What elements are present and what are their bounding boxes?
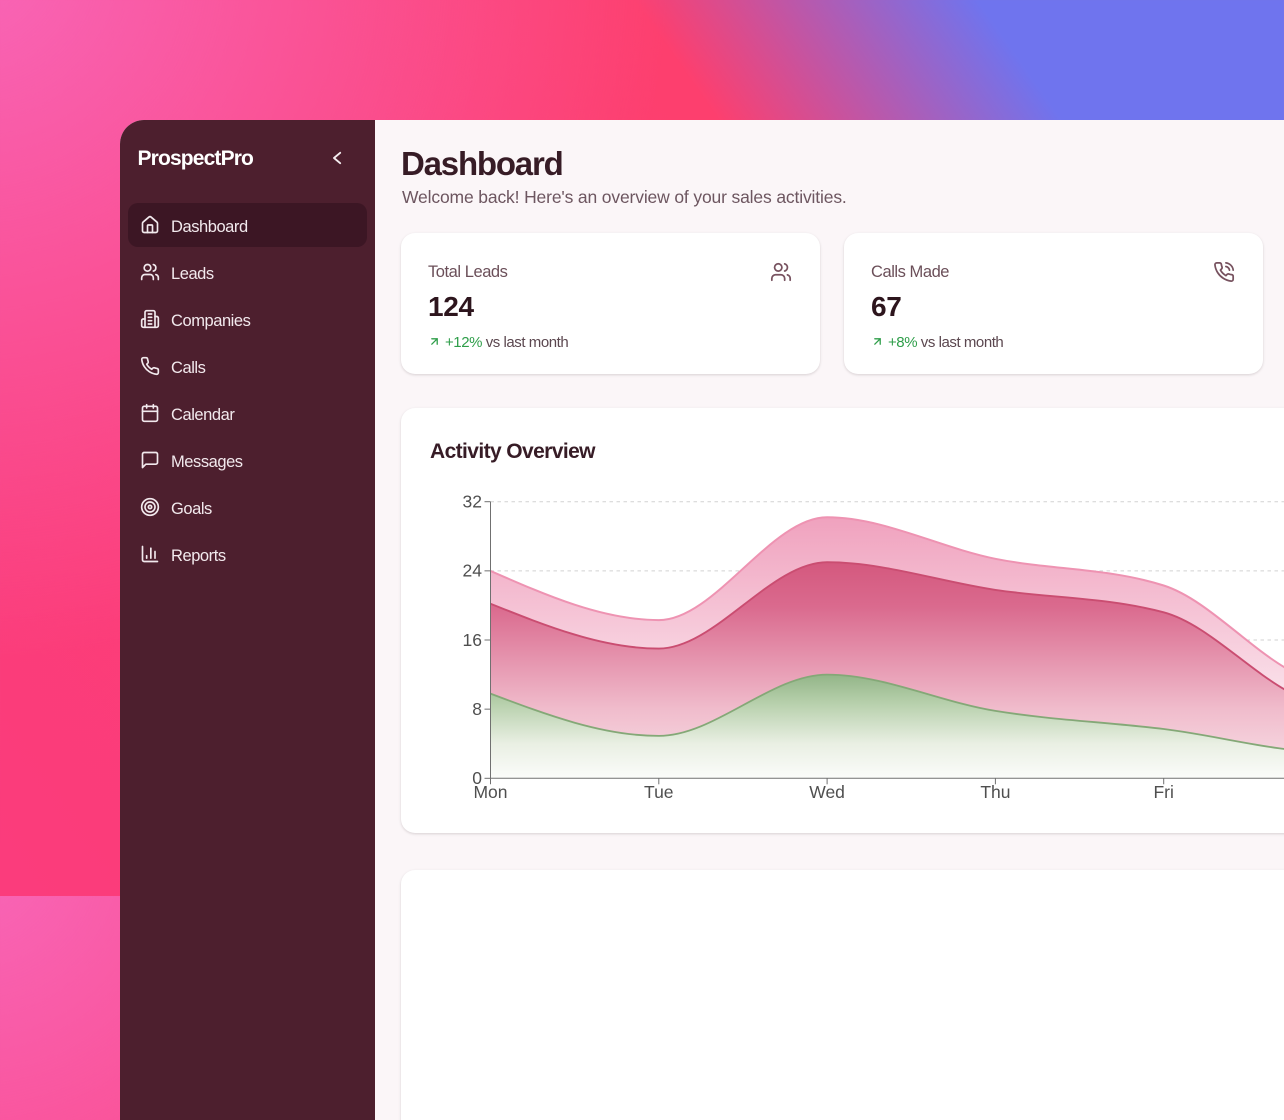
svg-text:16: 16 bbox=[463, 630, 482, 650]
svg-text:Mon: Mon bbox=[473, 782, 507, 802]
svg-text:Tue: Tue bbox=[644, 782, 674, 802]
svg-text:Thu: Thu bbox=[980, 782, 1010, 802]
svg-text:24: 24 bbox=[463, 561, 483, 581]
svg-text:Wed: Wed bbox=[809, 782, 845, 802]
svg-text:Fri: Fri bbox=[1153, 782, 1173, 802]
svg-text:32: 32 bbox=[463, 492, 482, 512]
svg-text:0: 0 bbox=[472, 768, 482, 788]
svg-text:8: 8 bbox=[472, 699, 482, 719]
